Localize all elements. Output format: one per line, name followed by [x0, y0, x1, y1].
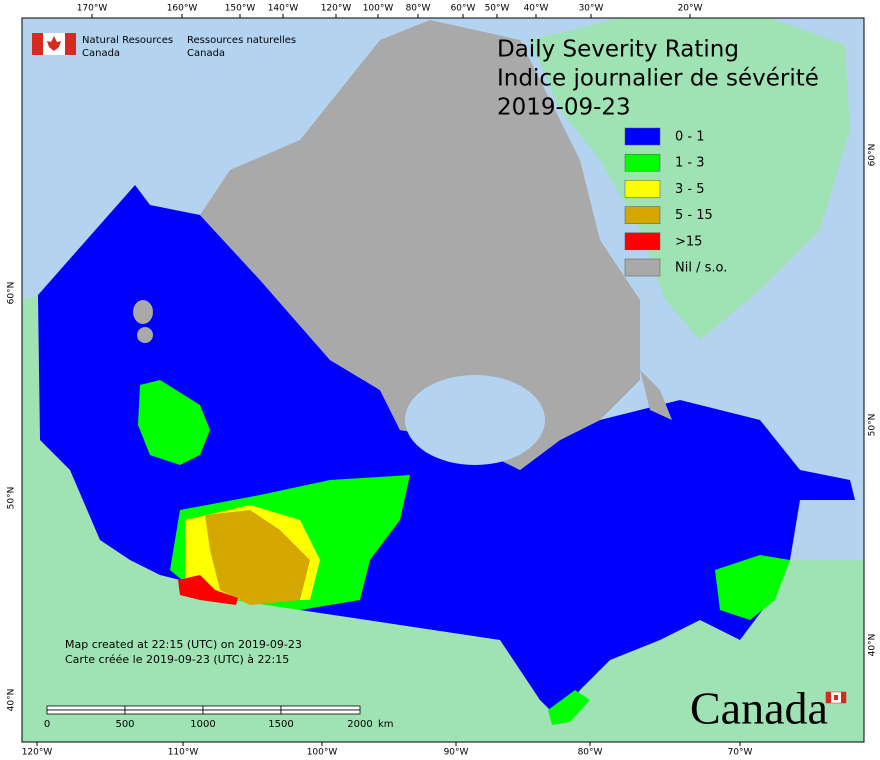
org-name-fr: Ressources naturelles: [187, 35, 296, 46]
arctic-gray-islands: [640, 370, 672, 420]
right-lat-label: 40°N: [868, 634, 878, 657]
left-lat-label: 40°N: [7, 689, 17, 712]
top-lon-label: 120°W: [321, 4, 352, 14]
canada-wordmark: Canada: [690, 683, 828, 734]
lake: [133, 300, 153, 324]
top-lon-label: 80°W: [406, 4, 431, 14]
bottom-lon-label: 100°W: [307, 748, 338, 758]
bottom-lon-label: 90°W: [444, 748, 469, 758]
scale-segment: [46, 709, 126, 715]
scale-segment: [202, 709, 282, 715]
left-lat-label: 60°N: [7, 282, 17, 305]
legend-swatch: [624, 206, 661, 224]
org-name-en: Canada: [82, 48, 120, 59]
legend-label: 1 - 3: [675, 156, 705, 171]
left-lat-label: 50°N: [7, 487, 17, 510]
scale-segment: [124, 709, 204, 715]
bottom-lon-label: 110°W: [168, 748, 199, 758]
bottom-lon-label: 120°W: [22, 748, 53, 758]
scale-label: 0: [44, 719, 50, 730]
fire-orange: [205, 510, 310, 605]
scale-label: 500: [115, 719, 134, 730]
us-land: [22, 295, 864, 742]
right-lat-label: 60°N: [868, 144, 878, 167]
top-lon-label: 30°W: [579, 4, 604, 14]
flag-bar: [826, 692, 831, 703]
legend-label: >15: [675, 234, 702, 249]
scale-segment: [46, 705, 126, 711]
legend-swatch: [624, 153, 661, 172]
map-note: Map created at 22:15 (UTC) on 2019-09-23: [65, 638, 302, 651]
scale-label: 1500: [268, 719, 293, 730]
top-lon-label: 50°W: [485, 4, 510, 14]
legend-label: Nil / s.o.: [675, 261, 727, 276]
maple-leaf: [47, 36, 61, 51]
scale-label: 2000: [347, 719, 372, 730]
nrcan-flag: [32, 33, 76, 55]
top-lon-label: 170°W: [77, 4, 108, 14]
maple-leaf: [834, 695, 838, 700]
scale-segment: [280, 709, 361, 715]
bottom-lon-label: 70°W: [728, 748, 753, 758]
scale-segment: [124, 705, 204, 711]
top-lon-label: 20°W: [678, 4, 703, 14]
greenland: [530, 18, 850, 340]
top-lon-label: 150°W: [225, 4, 256, 14]
top-lon-label: 160°W: [167, 4, 198, 14]
legend-swatch: [624, 127, 661, 146]
bottom-lon-label: 80°W: [578, 748, 603, 758]
top-lon-label: 40°W: [524, 4, 549, 14]
map-note: Carte créée le 2019-09-23 (UTC) à 22:15: [65, 653, 289, 666]
hudson-bay: [405, 375, 545, 465]
scale-segment: [280, 705, 361, 711]
wordmark-flag: [825, 691, 847, 704]
legend-swatch: [624, 232, 661, 251]
map-title: Daily Severity Rating: [497, 37, 739, 63]
scale-segment: [202, 705, 282, 711]
fire-green-east: [715, 555, 790, 620]
legend-swatch: [624, 180, 661, 198]
arctic-gray: [200, 20, 640, 470]
map: [21, 17, 865, 743]
legend-label: 0 - 1: [675, 130, 705, 145]
right-lat-label: 50°N: [868, 414, 878, 437]
top-lon-label: 140°W: [268, 4, 299, 14]
flag-bar: [32, 33, 43, 55]
scale-unit: km: [378, 719, 394, 730]
fire-red: [178, 575, 238, 605]
fire-green-ab: [138, 380, 210, 465]
legend-label: 5 - 15: [675, 208, 713, 223]
legend-swatch: [624, 258, 661, 277]
legend-label: 3 - 5: [675, 182, 705, 197]
map-frame: [21, 17, 865, 743]
org-name-fr: Canada: [187, 48, 225, 59]
scale-label: 1000: [190, 719, 215, 730]
map-title: 2019-09-23: [497, 95, 631, 121]
top-lon-label: 60°W: [451, 4, 476, 14]
top-lon-label: 100°W: [363, 4, 394, 14]
flag-bar: [841, 692, 846, 703]
lake: [137, 327, 153, 343]
map-title: Indice journalier de sévérité: [497, 66, 819, 92]
flag-bar: [65, 33, 76, 55]
org-name-en: Natural Resources: [82, 35, 173, 46]
fire-green-south: [548, 690, 590, 725]
